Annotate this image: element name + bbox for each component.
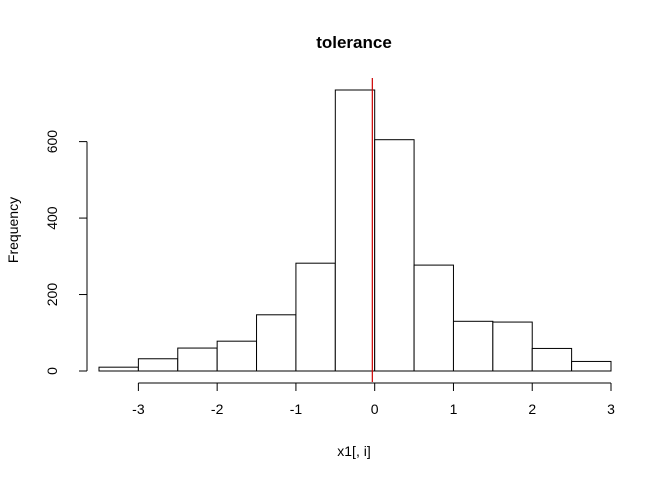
- histogram-bar-7: [374, 139, 415, 372]
- histogram-bars: [98, 89, 612, 372]
- histogram-bar-10: [492, 321, 533, 372]
- histogram-bar-2: [177, 347, 218, 372]
- histogram-bar-6: [334, 89, 376, 372]
- x-axis-label: x1[, i]: [337, 443, 370, 459]
- histogram-bar-11: [531, 347, 573, 372]
- histogram-bar-12: [571, 360, 612, 372]
- y-tick-label: 400: [44, 206, 60, 230]
- x-tick-label: 1: [450, 401, 458, 417]
- histogram-bar-3: [216, 340, 258, 372]
- x-tick-label: 2: [528, 401, 536, 417]
- histogram-bar-5: [295, 262, 336, 372]
- y-axis-label: Frequency: [5, 197, 21, 263]
- x-tick-label: 3: [607, 401, 615, 417]
- x-tick-label: -3: [132, 401, 145, 417]
- y-tick-label: 600: [44, 130, 60, 154]
- histogram-bar-4: [256, 314, 297, 372]
- histogram-bar-9: [452, 320, 494, 372]
- x-tick-label: -2: [211, 401, 224, 417]
- x-axis: -3 -2 -1 0 1 2 3: [132, 382, 615, 417]
- histogram-bar-0: [98, 366, 139, 372]
- histogram-bar-1: [137, 358, 179, 372]
- y-tick-label: 200: [44, 283, 60, 307]
- chart-title: tolerance: [316, 33, 392, 52]
- histogram-bar-8: [413, 264, 454, 372]
- x-tick-label: -1: [290, 401, 303, 417]
- y-axis: 0 200 400 600: [44, 130, 88, 375]
- x-tick-label: 0: [371, 401, 379, 417]
- y-tick-label: 0: [44, 367, 60, 375]
